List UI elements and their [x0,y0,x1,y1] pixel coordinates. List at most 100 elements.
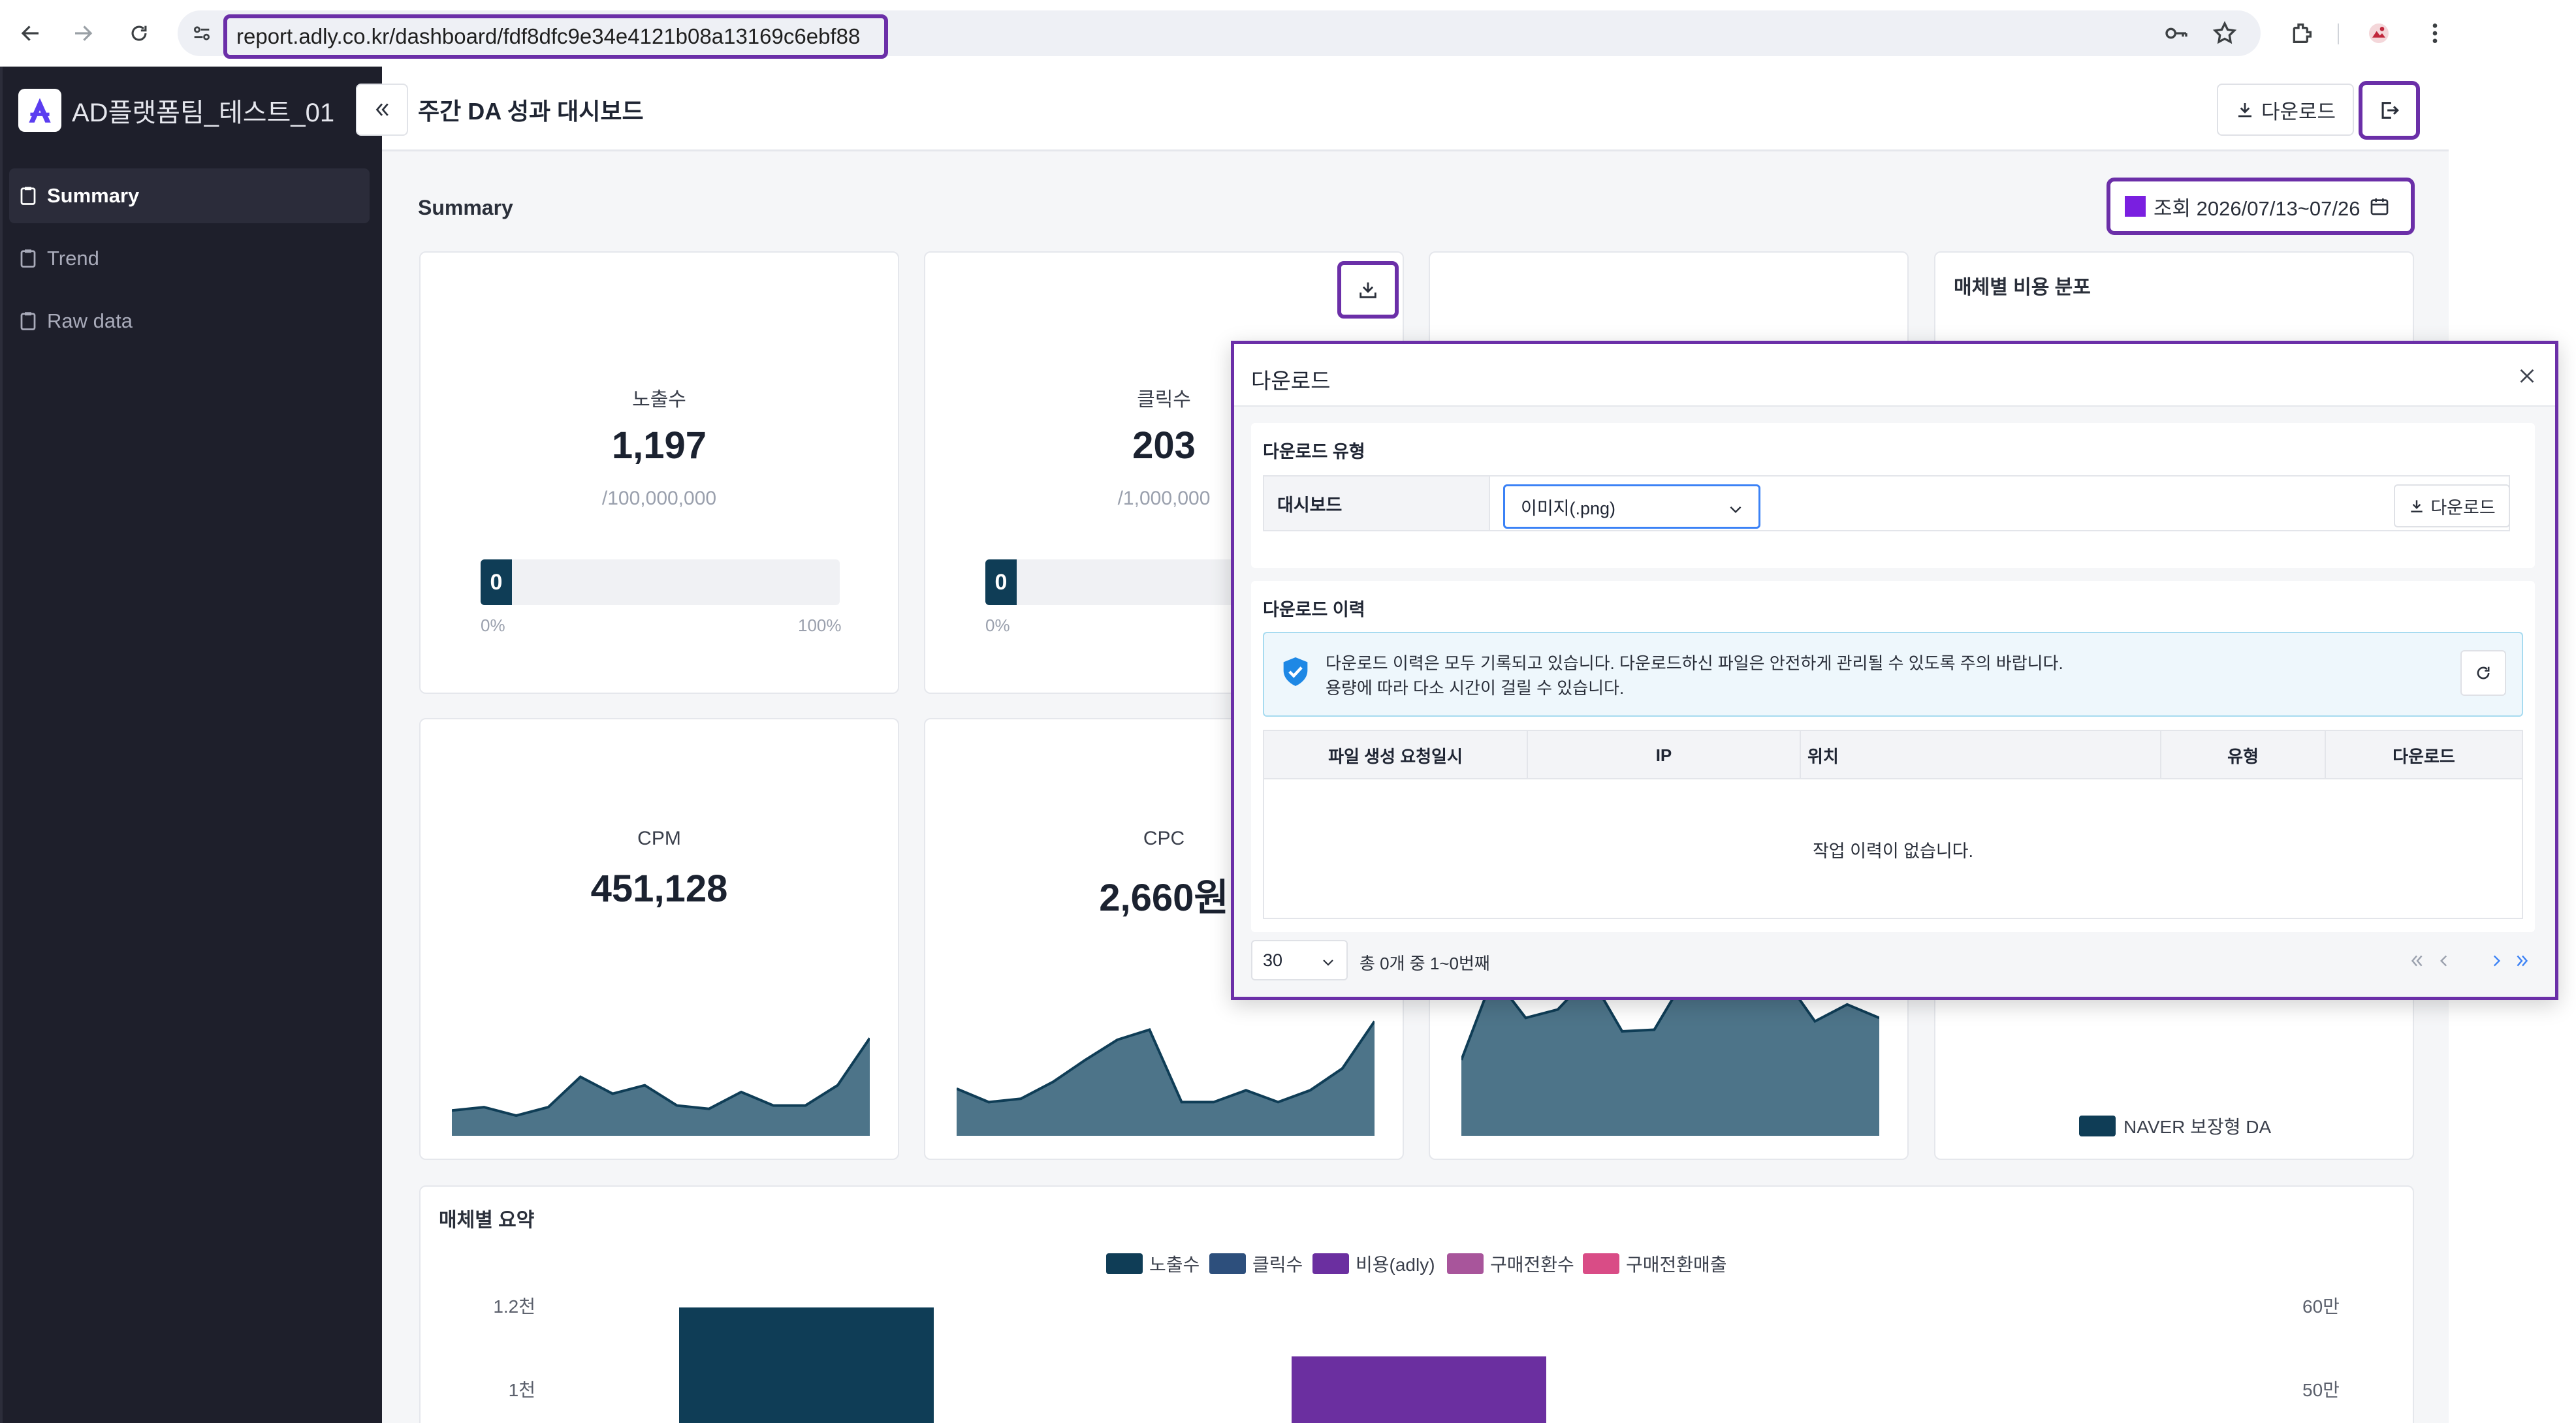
header-download-button[interactable]: 다운로드 [2217,84,2354,136]
sidebar-item-raw-data[interactable]: Raw data [9,294,370,349]
last-page-icon[interactable] [2511,948,2534,974]
sidebar-item-label: Trend [47,247,99,270]
download-history-title: 다운로드 이력 [1263,600,1365,619]
bar-cost [1292,1356,1546,1423]
close-icon[interactable] [2513,362,2541,390]
sidebar-item-label: Raw data [47,309,133,332]
sidebar-item-trend[interactable]: Trend [9,231,370,286]
next-page-icon[interactable] [2485,948,2507,974]
brand-name: AD플랫폼팀_테스트_01 [72,99,335,127]
page-title: 주간 DA 성과 대시보드 [418,98,644,125]
url-text[interactable]: report.adly.co.kr/dashboard/fdf8dfc9e34e… [223,14,888,59]
legend-swatch [1312,1253,1349,1274]
download-icon [2238,103,2251,117]
sidebar-item-label: Summary [47,184,140,207]
more-menu-icon[interactable] [2420,18,2450,48]
trend-label: CPC [1143,828,1185,849]
kpi-value: 1,197 [611,424,707,467]
logout-button[interactable] [2359,81,2420,140]
download-type-title: 다운로드 유형 [1263,442,1365,461]
progress-max-label: 100% [798,616,842,635]
legend-clicks[interactable]: 클릭수 [1209,1251,1303,1277]
brand-logo-icon [18,89,61,132]
first-page-icon[interactable] [2406,948,2428,974]
progress-min-label: 0% [481,616,505,635]
reload-icon[interactable] [123,17,155,50]
refresh-icon [2477,666,2490,680]
sparkline-area [452,1038,870,1136]
header-download-label: 다운로드 [2261,100,2336,123]
bookmark-star-icon[interactable] [2210,18,2240,48]
chevron-down-icon [1323,960,1333,966]
sparkline-area [1461,975,1879,1136]
download-icon [1360,282,1376,298]
run-download-button[interactable]: 다운로드 [2394,484,2510,527]
notice-text-line2: 용량에 따라 다소 시간이 걸릴 수 있습니다. [1326,678,1625,698]
legend-conversions[interactable]: 구매전환수 [1447,1251,1574,1277]
trend-value: 2,660원 [1099,877,1229,919]
legend-swatch [1583,1253,1619,1274]
right-axis-tick: 50만 [2302,1380,2340,1400]
legend-swatch [1209,1253,1246,1274]
back-icon[interactable] [14,17,47,50]
progress-track: 0 [481,559,840,605]
legend-label: 클릭수 [1252,1255,1303,1275]
kpi-target: /1,000,000 [1117,488,1211,509]
legend-cost[interactable]: 비용(adly) [1312,1251,1435,1277]
column-header: 파일 생성 요청일시 [1264,731,1528,779]
calendar-icon [2371,198,2389,215]
trend-label: CPM [637,828,681,849]
legend-label: 노출수 [1149,1255,1200,1275]
right-axis-tick: 60만 [2302,1296,2340,1317]
clipboard-icon [20,249,36,268]
sidebar [0,67,382,1423]
cpm-sparkline [452,1037,870,1136]
legend-label: 비용(adly) [1356,1255,1435,1275]
history-notice [1263,632,2523,717]
clipboard-icon [20,187,36,205]
date-filter-label: 조회 2026/07/13~07/26 [2154,196,2361,220]
progress-fill: 0 [481,559,512,605]
cpc-sparkline [957,1020,1375,1136]
column-header: IP [1528,731,1801,779]
kpi-value: 203 [1132,424,1196,467]
legend-revenue[interactable]: 구매전환매출 [1583,1251,1727,1277]
kpi-label: 노출수 [632,389,686,411]
run-download-label: 다운로드 [2430,497,2496,518]
prev-page-icon[interactable] [2433,948,2455,974]
site-info-icon[interactable] [191,22,213,44]
page-header [382,67,2449,151]
sparkline-line [452,1037,870,1118]
media-cost-title: 매체별 비용 분포 [1954,277,2091,298]
page-size-select[interactable]: 30 [1251,940,1348,980]
legend-impressions[interactable]: 노출수 [1106,1251,1200,1277]
extensions-icon[interactable] [2287,18,2317,48]
toolbar-divider [2338,23,2339,44]
kpi-target: /100,000,000 [601,488,717,509]
progress-fill: 0 [985,559,1017,605]
legend-swatch [1106,1253,1143,1274]
profile-avatar-icon[interactable] [2364,18,2394,48]
refresh-history-button[interactable] [2460,650,2506,696]
media-summary-title: 매체별 요약 [439,1210,535,1231]
download-icon [2411,500,2423,512]
page-size-value: 30 [1263,950,1283,970]
sparkline-area [957,1021,1375,1136]
card-download-button[interactable] [1337,261,1399,319]
date-filter-button[interactable]: 조회 2026/07/13~07/26 [2107,178,2415,235]
left-axis-tick: 1천 [508,1380,535,1400]
history-table-header [1264,731,2522,779]
sidebar-item-summary[interactable]: Summary [9,168,370,223]
media-cost-legend: NAVER 보장형 DA [2079,1113,2271,1139]
legend-label: 구매전환수 [1490,1255,1574,1275]
file-type-select[interactable]: 이미지(.png) [1503,484,1760,529]
logout-icon [2381,102,2399,119]
legend-label: 구매전환매출 [1626,1255,1727,1275]
password-key-icon[interactable] [2161,18,2191,48]
collapse-sidebar-button[interactable] [356,84,408,136]
bar-impressions [679,1307,934,1423]
section-label: Summary [418,196,513,219]
column-header: 다운로드 [2393,746,2455,766]
forward-icon[interactable] [67,17,99,50]
sparkline-line [957,1020,1375,1104]
